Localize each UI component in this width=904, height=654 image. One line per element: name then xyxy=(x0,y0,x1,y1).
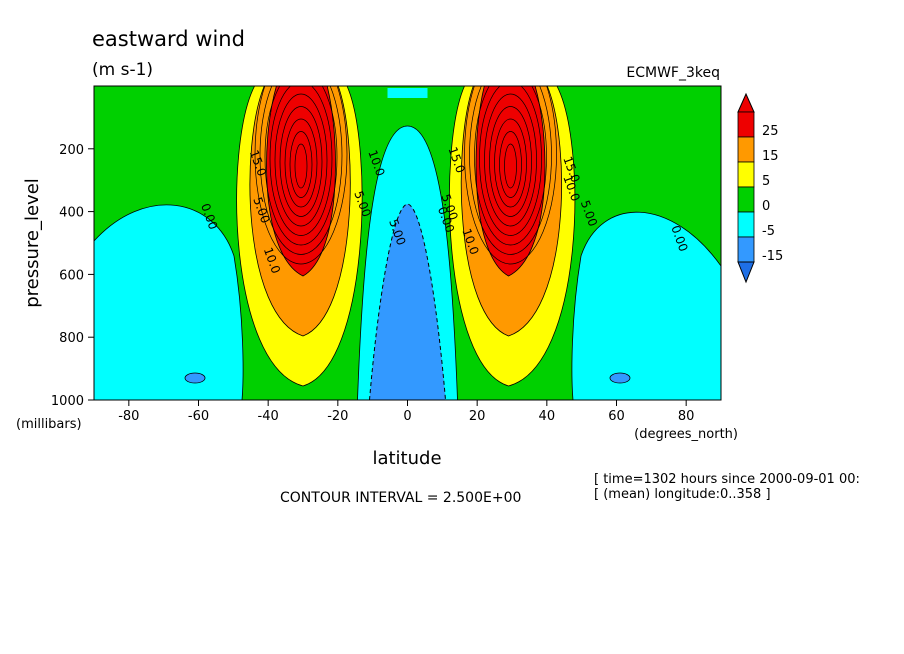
chart-units: (m s-1) xyxy=(92,60,153,80)
jet-contour-line xyxy=(504,143,517,189)
plot-area xyxy=(94,86,721,400)
x-tick-label: -80 xyxy=(118,409,139,424)
y-tick-label: 200 xyxy=(59,143,84,158)
colorbar-label: -15 xyxy=(762,249,783,264)
x-tick-label: -40 xyxy=(258,409,279,424)
x-tick-label: 0 xyxy=(403,409,411,424)
x-tick-label: 40 xyxy=(539,409,556,424)
jet-contour-line xyxy=(479,86,542,236)
colorbar-segment xyxy=(737,161,755,188)
jet-contour-line xyxy=(254,86,348,265)
time-note: [ time=1302 hours since 2000-09-01 00: xyxy=(594,472,860,487)
equatorial-easterly-core xyxy=(368,203,447,400)
colorbar-segment xyxy=(737,186,755,213)
dataset-label: ECMWF_3keq xyxy=(626,65,720,81)
polar-easterly-region xyxy=(94,204,244,400)
upper-easterly-cap xyxy=(387,88,428,98)
polar-easterly-region xyxy=(571,211,721,400)
jet-contour-line xyxy=(284,118,318,208)
polar-easterly-core xyxy=(184,372,206,384)
x-axis-units: (degrees_north) xyxy=(634,427,738,442)
longitude-note: [ (mean) longitude:0..358 ] xyxy=(594,487,771,502)
jet-band xyxy=(475,86,546,277)
jet-contour-line xyxy=(294,143,308,189)
y-tick-label: 1000 xyxy=(51,394,84,409)
y-tick-label: 400 xyxy=(59,206,84,221)
chart-title: eastward wind xyxy=(92,27,245,51)
colorbar-label: 5 xyxy=(762,174,770,189)
x-axis-title: latitude xyxy=(372,448,441,469)
jet-contour-line xyxy=(274,93,328,227)
colorbar-top-arrow xyxy=(737,92,755,113)
colorbar-segment xyxy=(737,111,755,138)
jet-contour-line xyxy=(489,106,532,217)
jet-contour-line xyxy=(259,86,343,255)
colorbar-segment xyxy=(737,136,755,163)
jet-contour-line xyxy=(269,86,333,236)
colorbar-label: -5 xyxy=(762,224,775,239)
jet-contour-line xyxy=(474,86,547,246)
jet-contour-line xyxy=(464,86,557,265)
jet-contour-line xyxy=(264,86,338,246)
jet-band xyxy=(266,86,336,277)
y-axis-title: pressure_level xyxy=(22,178,43,308)
y-axis-units: (millibars) xyxy=(16,417,82,432)
colorbar-label: 0 xyxy=(762,199,770,214)
jet-contour-line xyxy=(484,93,537,227)
jet-contour-line xyxy=(494,118,527,208)
jet-contour-line xyxy=(289,131,313,198)
colorbar-segment xyxy=(737,236,755,263)
y-tick-label: 800 xyxy=(59,331,84,346)
polar-easterly-core xyxy=(609,372,631,384)
colorbar-label: 15 xyxy=(762,149,779,164)
colorbar-segment xyxy=(737,211,755,238)
jet-contour-line xyxy=(279,106,323,217)
y-tick-label: 600 xyxy=(59,268,84,283)
x-axis: -80 -60 -40 -20 0 20 40 60 80 xyxy=(118,400,694,424)
x-tick-label: -20 xyxy=(327,409,348,424)
x-tick-label: 60 xyxy=(608,409,625,424)
x-tick-label: 20 xyxy=(469,409,486,424)
jet-contour-line xyxy=(499,131,522,198)
x-tick-label: -60 xyxy=(188,409,209,424)
wind-field xyxy=(94,86,721,400)
y-axis: 200 400 600 800 1000 xyxy=(51,143,94,409)
contour-interval-note: CONTOUR INTERVAL = 2.500E+00 xyxy=(280,490,521,506)
jet-contour-line xyxy=(469,86,552,255)
colorbar: 25 15 5 0 -5 -15 xyxy=(737,92,783,284)
colorbar-label: 25 xyxy=(762,124,779,139)
x-tick-label: 80 xyxy=(678,409,695,424)
colorbar-bottom-arrow xyxy=(737,261,755,284)
